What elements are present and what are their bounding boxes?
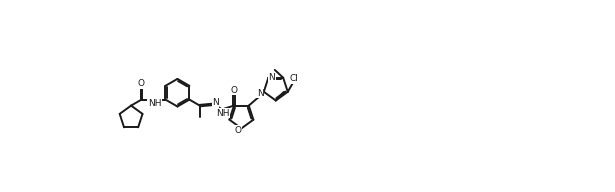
Text: O: O — [231, 85, 237, 94]
Text: NH: NH — [148, 99, 162, 108]
Text: N: N — [257, 89, 264, 98]
Text: N: N — [212, 98, 219, 107]
Text: NH: NH — [216, 109, 229, 118]
Text: O: O — [138, 79, 145, 89]
Text: N: N — [269, 73, 276, 82]
Text: Cl: Cl — [290, 74, 299, 83]
Text: O: O — [234, 126, 241, 135]
